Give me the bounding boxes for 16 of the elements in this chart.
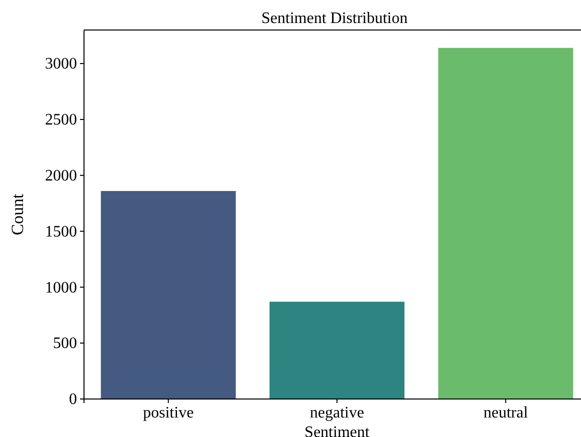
chart-title: Sentiment Distribution: [261, 10, 408, 27]
y-tick-label: 3000: [45, 56, 77, 73]
y-tick-label: 500: [53, 335, 77, 352]
x-tick-label: positive: [142, 404, 194, 422]
y-tick-label: 0: [69, 391, 77, 408]
y-tick-label: 2000: [45, 167, 77, 184]
bar: [270, 302, 404, 399]
y-tick-label: 1000: [45, 279, 77, 296]
x-tick-label: negative: [310, 404, 364, 422]
bar: [100, 191, 236, 399]
x-axis-title: Sentiment: [304, 424, 370, 437]
y-tick-label: 2500: [45, 112, 77, 129]
x-tick-label: neutral: [483, 404, 528, 422]
y-tick-label: 1500: [45, 223, 77, 240]
bar: [438, 48, 574, 399]
y-axis-title: Count: [8, 193, 27, 236]
